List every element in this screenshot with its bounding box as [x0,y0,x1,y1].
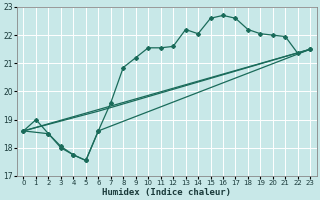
X-axis label: Humidex (Indice chaleur): Humidex (Indice chaleur) [102,188,231,197]
